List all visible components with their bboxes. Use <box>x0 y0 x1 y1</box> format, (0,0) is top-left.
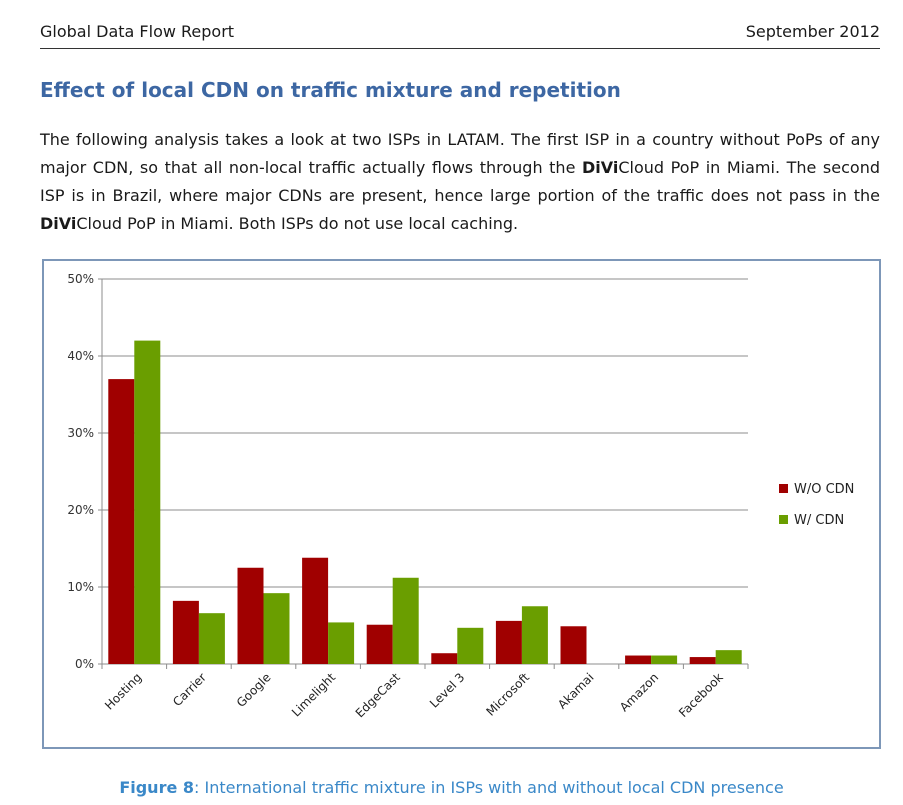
x-tick-label: Microsoft <box>484 670 533 719</box>
x-tick-label: EdgeCast <box>353 670 403 720</box>
figure-caption-text: : International traffic mixture in ISPs … <box>194 778 784 797</box>
x-tick-label: Akamai <box>555 670 596 711</box>
x-tick-label: Carrier <box>170 670 209 709</box>
bar-w-cdn-level-3 <box>457 627 484 664</box>
brand-rest-2: Cloud <box>76 214 123 233</box>
intro-text-2: PoP in Miami. The second ISP is in Brazi… <box>40 158 880 205</box>
x-tick-label: Facebook <box>676 670 726 720</box>
bar-w-o-cdn-facebook <box>689 657 716 664</box>
x-tick-label: Hosting <box>102 670 144 712</box>
legend-label: W/O CDN <box>794 482 854 497</box>
intro-text-3: PoP in Miami. Both ISPs do not use local… <box>122 214 519 233</box>
bar-chart: 0% 10% 20% 30% 40% 50% Hosting Carrier Google Lim… <box>67 272 854 720</box>
bar-w-cdn-carrier <box>198 613 225 664</box>
bar-w-o-cdn-level-3 <box>431 653 458 664</box>
x-tick-label: Amazon <box>617 670 661 714</box>
brand-rest: Cloud <box>618 158 665 177</box>
y-tick-label: 40% <box>67 349 94 363</box>
bar-w-o-cdn-google <box>237 567 264 664</box>
report-date: September 2012 <box>745 22 880 41</box>
bar-w-cdn-google <box>263 593 290 664</box>
bar-w-o-cdn-amazon <box>625 655 652 664</box>
x-tick-label: Level 3 <box>427 670 467 710</box>
bar-w-cdn-microsoft <box>521 606 548 664</box>
y-tick-label: 50% <box>67 272 94 286</box>
figure-label: Figure 8 <box>119 778 195 797</box>
bar-w-cdn-hosting <box>134 340 161 664</box>
intro-text-1: The following analysis takes a look at t… <box>40 130 880 177</box>
report-title: Global Data Flow Report <box>40 22 235 41</box>
brand-bold-2: DiVi <box>40 214 77 233</box>
bar-w-o-cdn-microsoft <box>495 620 522 664</box>
bar-w-o-cdn-carrier <box>172 600 199 664</box>
y-tick-label: 20% <box>67 503 94 517</box>
section-title: Effect of local CDN on traffic mixture a… <box>40 78 621 102</box>
bar-w-o-cdn-edgecast <box>366 624 393 664</box>
legend-swatch <box>779 515 788 524</box>
x-tick-label: Limelight <box>289 670 338 719</box>
bar-w-cdn-limelight <box>328 622 355 664</box>
legend-swatch <box>779 484 788 493</box>
bar-w-o-cdn-limelight <box>302 557 329 664</box>
y-tick-label: 30% <box>67 426 94 440</box>
bar-w-cdn-facebook <box>715 650 742 664</box>
bar-w-cdn-edgecast <box>392 577 419 664</box>
y-tick-label: 10% <box>67 580 94 594</box>
chart-frame: 0% 10% 20% 30% 40% 50% Hosting Carrier Google Lim… <box>42 259 881 749</box>
y-tick-label: 0% <box>75 657 94 671</box>
bar-w-cdn-amazon <box>651 655 678 664</box>
bar-w-o-cdn-hosting <box>108 379 135 664</box>
bar-w-o-cdn-akamai <box>560 626 587 664</box>
page-header: Global Data Flow Report September 2012 <box>40 22 880 49</box>
intro-paragraph: The following analysis takes a look at t… <box>40 126 880 238</box>
x-tick-label: Google <box>234 670 274 710</box>
brand-bold: DiVi <box>581 158 619 177</box>
legend-label: W/ CDN <box>794 513 844 528</box>
figure-caption: Figure 8: International traffic mixture … <box>0 778 903 797</box>
